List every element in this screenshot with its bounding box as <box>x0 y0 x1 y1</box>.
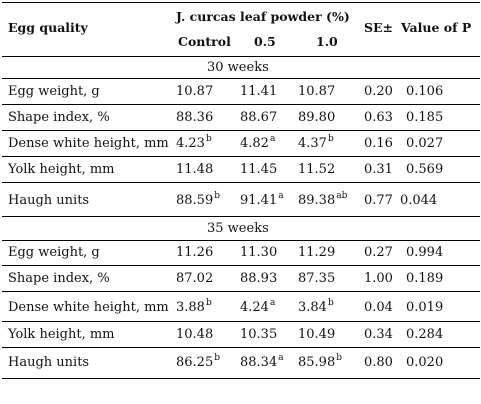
cell-se: 0.16 <box>364 136 393 151</box>
cell-0-5: 10.35 <box>240 327 278 342</box>
cell-1-0: 4.37b <box>298 134 334 151</box>
cell-p: 0.994 <box>406 245 444 260</box>
cell-control: 88.36 <box>176 110 214 125</box>
cell-se: 0.63 <box>364 110 393 125</box>
cell-p: 0.284 <box>406 327 444 342</box>
section-rule <box>2 240 480 241</box>
cell-control: 10.87 <box>176 84 214 99</box>
cell-control: 88.59b <box>176 191 220 208</box>
header-rule <box>2 56 480 57</box>
cell-0-5: 91.41a <box>240 191 284 208</box>
cell-p: 0.019 <box>406 300 444 315</box>
row-label: Shape index, % <box>8 271 110 286</box>
row-label: Yolk height, mm <box>8 162 115 177</box>
top-rule <box>2 2 480 3</box>
header-se: SE± <box>364 20 394 35</box>
cell-0-5: 4.24a <box>240 298 276 315</box>
cell-se: 1.00 <box>364 271 393 286</box>
cell-1-0: 11.29 <box>298 245 336 260</box>
row-rule <box>2 347 480 348</box>
cell-control: 3.88b <box>176 298 212 315</box>
row-rule <box>2 265 480 266</box>
cell-1-0: 10.49 <box>298 327 336 342</box>
row-rule <box>2 216 480 217</box>
cell-control: 4.23b <box>176 134 212 151</box>
cell-control: 87.02 <box>176 271 214 286</box>
row-rule <box>2 104 480 105</box>
section-rule <box>2 78 480 79</box>
header-egg-quality: Egg quality <box>8 20 88 35</box>
cell-1-0: 89.38ab <box>298 191 348 208</box>
cell-p: 0.106 <box>406 84 444 99</box>
row-label: Shape index, % <box>8 110 110 125</box>
cell-0-5: 11.30 <box>240 245 278 260</box>
row-rule <box>2 291 480 292</box>
row-label: Egg weight, g <box>8 84 100 99</box>
cell-p: 0.189 <box>406 271 444 286</box>
cell-1-0: 11.52 <box>298 162 336 177</box>
cell-p: 0.044 <box>400 193 438 208</box>
section-title: 35 weeks <box>207 221 269 236</box>
row-label: Haugh units <box>8 193 90 208</box>
row-rule <box>2 182 480 183</box>
row-label: Egg weight, g <box>8 245 100 260</box>
row-label: Haugh units <box>8 355 90 370</box>
cell-1-0: 3.84b <box>298 298 334 315</box>
header-control: Control <box>178 34 231 49</box>
cell-control: 10.48 <box>176 327 214 342</box>
header-p-value: Value of P <box>401 20 472 35</box>
cell-se: 0.31 <box>364 162 393 177</box>
cell-se: 0.20 <box>364 84 393 99</box>
cell-0-5: 88.67 <box>240 110 278 125</box>
bottom-rule <box>2 378 480 379</box>
row-rule <box>2 156 480 157</box>
cell-1-0: 10.87 <box>298 84 336 99</box>
cell-1-0: 87.35 <box>298 271 336 286</box>
cell-0-5: 11.45 <box>240 162 278 177</box>
section-title: 30 weeks <box>207 60 269 75</box>
cell-p: 0.027 <box>406 136 444 151</box>
cell-p: 0.569 <box>406 162 444 177</box>
row-label: Dense white height, mm <box>8 136 169 151</box>
cell-se: 0.34 <box>364 327 393 342</box>
header-0-5: 0.5 <box>254 34 276 49</box>
cell-se: 0.77 <box>364 193 393 208</box>
cell-0-5: 4.82a <box>240 134 276 151</box>
cell-0-5: 11.41 <box>240 84 278 99</box>
cell-0-5: 88.34a <box>240 353 284 370</box>
cell-control: 11.48 <box>176 162 214 177</box>
cell-p: 0.020 <box>406 355 444 370</box>
cell-0-5: 88.93 <box>240 271 278 286</box>
header-group: J. curcas leaf powder (%) <box>176 9 350 24</box>
row-label: Dense white height, mm <box>8 300 169 315</box>
cell-control: 86.25b <box>176 353 220 370</box>
cell-se: 0.04 <box>364 300 393 315</box>
cell-p: 0.185 <box>406 110 444 125</box>
cell-control: 11.26 <box>176 245 214 260</box>
header-1-0: 1.0 <box>316 34 338 49</box>
row-label: Yolk height, mm <box>8 327 115 342</box>
row-rule <box>2 321 480 322</box>
row-rule <box>2 130 480 131</box>
cell-1-0: 85.98b <box>298 353 342 370</box>
cell-1-0: 89.80 <box>298 110 336 125</box>
cell-se: 0.27 <box>364 245 393 260</box>
cell-se: 0.80 <box>364 355 393 370</box>
